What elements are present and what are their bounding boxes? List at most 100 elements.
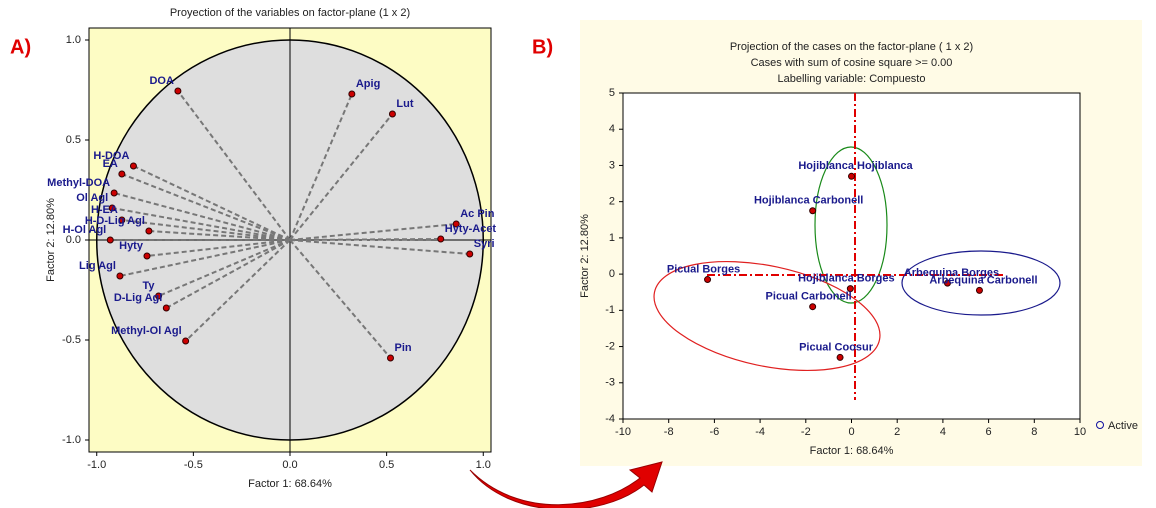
x-tick-label: -6 <box>710 426 720 438</box>
point <box>836 353 844 361</box>
group-ellipse <box>653 260 881 372</box>
chart-subtitle: Labelling variable: Compuesto <box>778 73 926 85</box>
point-label: D-Lig Agl <box>114 292 162 304</box>
y-tick-label: 2 <box>609 196 615 208</box>
loading-ray <box>177 90 291 241</box>
point <box>162 304 170 312</box>
point <box>108 204 116 212</box>
point-label: H-Ol Agl <box>63 224 107 236</box>
loading-ray <box>119 239 291 277</box>
y-tick-label: -1 <box>605 304 615 316</box>
point-label: DOA <box>149 75 174 87</box>
x-tick-label: 8 <box>1031 426 1037 438</box>
y-tick-label: -1.0 <box>62 434 81 446</box>
y-axis-label: Factor 2: 12.80% <box>579 214 591 298</box>
point <box>943 279 951 287</box>
y-tick-label: 0.5 <box>66 134 81 146</box>
x-tick-label: 1.0 <box>476 459 491 471</box>
loading-ray <box>289 238 441 241</box>
x-tick-label: 10 <box>1074 426 1086 438</box>
loading-ray <box>121 173 291 241</box>
legend-marker <box>1096 421 1104 429</box>
point <box>116 272 124 280</box>
x-tick-label: 0 <box>848 426 854 438</box>
y-tick-label: 0 <box>609 268 615 280</box>
point-label: Picual Carbonell <box>766 291 852 303</box>
x-tick-label: -8 <box>664 426 674 438</box>
point-label: Pin <box>395 342 412 354</box>
x-tick-label: -4 <box>755 426 765 438</box>
point <box>155 292 163 300</box>
point-label: Hojiblanca Hojiblanca <box>798 160 913 172</box>
x-tick-label: -0.5 <box>184 459 203 471</box>
point <box>437 235 445 243</box>
point <box>118 170 126 178</box>
point <box>846 285 854 293</box>
point <box>118 216 126 224</box>
point <box>388 110 396 118</box>
panel-label: B) <box>532 36 553 58</box>
point-label: Arbequina Carbonell <box>929 274 1037 286</box>
point-label: EA <box>103 158 118 170</box>
y-tick-label: -0.5 <box>62 334 81 346</box>
loading-ray <box>184 239 291 342</box>
point <box>387 354 394 362</box>
point-label: Methyl-DOA <box>47 177 110 189</box>
chart-a: -1.0 -0.5 0.0 0.5 1.0 -1.0 -0.5 0.0 0.5 1.0 Proyec… <box>45 7 497 490</box>
point <box>975 286 983 294</box>
point <box>174 87 182 95</box>
point <box>143 252 151 260</box>
x-tick-label: 0.0 <box>282 459 297 471</box>
point <box>348 90 356 98</box>
point <box>110 189 118 197</box>
loading-ray <box>289 239 470 255</box>
y-tick-label: 4 <box>609 123 615 135</box>
point <box>809 207 817 215</box>
group-ellipse <box>814 146 888 304</box>
point <box>848 172 855 180</box>
point-label: H-D-Lig Agl <box>85 215 145 227</box>
arrow <box>469 461 663 508</box>
point-label: Hojiblanca Carbonell <box>754 195 863 207</box>
point-label: Syri <box>474 238 495 250</box>
point-label: Arbequina Borges <box>904 267 999 279</box>
chart-title: Projection of the cases on the factor-pl… <box>730 41 973 53</box>
point-label: Hyty-Acet <box>445 223 497 235</box>
loading-ray <box>289 223 457 241</box>
point-label: Hojiblanca Borges <box>798 273 895 285</box>
y-tick-label: 3 <box>609 159 615 171</box>
point <box>182 337 190 345</box>
x-tick-label: 4 <box>940 426 946 438</box>
point <box>704 276 712 284</box>
point-label: Picual Borges <box>667 263 740 275</box>
group-ellipse <box>901 250 1061 316</box>
x-tick-label: 0.5 <box>379 459 394 471</box>
loading-ray <box>289 93 353 241</box>
plot-area <box>622 92 1081 420</box>
y-tick-label: 1 <box>609 232 615 244</box>
y-tick-label: -2 <box>605 340 615 352</box>
loading-ray <box>113 192 291 241</box>
point-label: H-DOA <box>93 150 129 162</box>
y-tick-label: -3 <box>605 377 615 389</box>
loading-ray <box>289 239 392 359</box>
x-tick-label: -1.0 <box>87 459 106 471</box>
y-tick-label: -4 <box>605 413 615 425</box>
x-tick-label: 6 <box>986 426 992 438</box>
loading-ray <box>112 207 291 241</box>
point-label: H-EA <box>91 204 118 216</box>
point-label: Picual Coosur <box>799 341 874 353</box>
chart-subtitle: Cases with sum of cosine square >= 0.00 <box>751 57 953 69</box>
point <box>466 250 474 258</box>
y-tick-label: 5 <box>609 87 615 99</box>
point <box>145 227 153 235</box>
point <box>129 162 137 170</box>
point-label: Ol Agl <box>76 192 108 204</box>
x-axis-label: Factor 1: 68.64% <box>248 478 332 490</box>
point-label: Ty <box>143 280 156 292</box>
chart-title: Proyection of the variables on factor-pl… <box>170 7 410 19</box>
point-label: Apig <box>356 78 380 90</box>
legend-label: Active <box>1108 420 1138 432</box>
panel-label: A) <box>10 36 31 58</box>
